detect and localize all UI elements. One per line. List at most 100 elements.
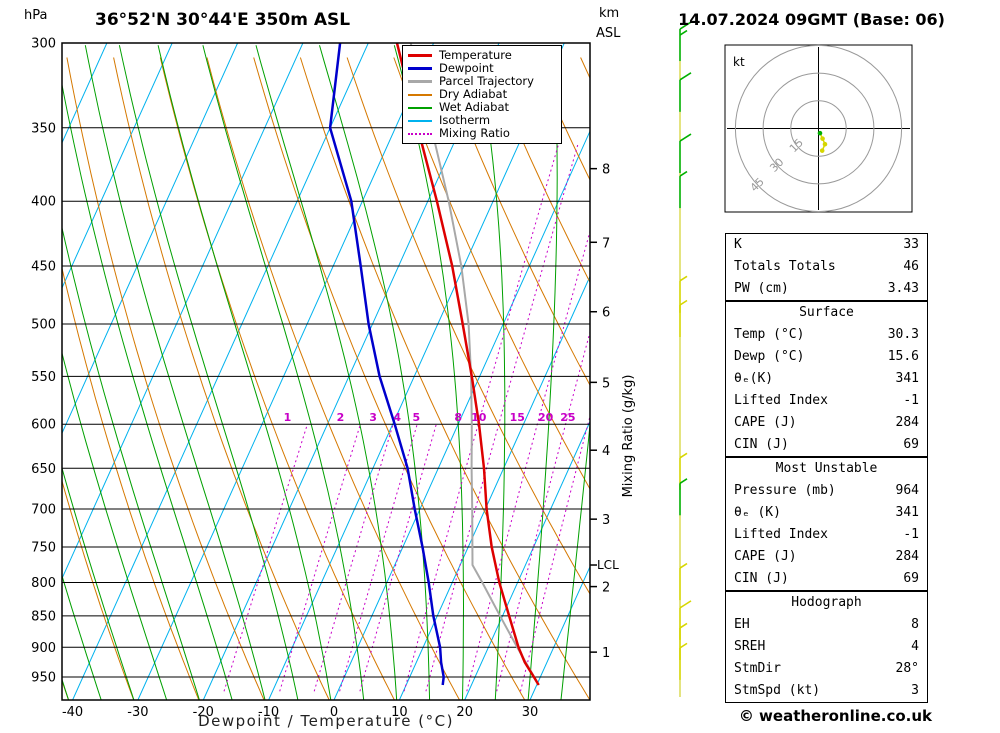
stat-value: 28°: [895, 661, 919, 676]
isotherm-line: [62, 43, 173, 290]
wet-adiabat-line: [560, 419, 590, 700]
legend-swatch: [408, 132, 432, 135]
mixing-ratio-value-label: 8: [454, 411, 462, 424]
legend-item: Dry Adiabat: [408, 88, 556, 101]
wet-adiabat-line: [62, 466, 135, 700]
stat-value: -1: [903, 393, 919, 408]
stat-label: Dewp (°C): [734, 349, 805, 364]
mixing-ratio-axis-label: Mixing Ratio (g/kg): [621, 375, 636, 498]
sounding-profiles: [328, 43, 540, 686]
temp-tick-label: -20: [193, 705, 214, 720]
legend-swatch: [408, 80, 432, 83]
isotherm-line: [464, 420, 590, 700]
hodograph-trace-point: [817, 130, 823, 136]
stat-label: θₑ (K): [734, 505, 781, 520]
legend-label: Mixing Ratio: [439, 126, 510, 140]
stat-row: K 33: [726, 234, 927, 256]
dry-adiabat-line: [299, 57, 590, 700]
dry-adiabat-line: [113, 57, 330, 700]
temp-tick-label: -30: [127, 705, 148, 720]
mixing-ratio-line: [359, 424, 437, 692]
wind-barb-halftick: [679, 299, 688, 306]
stat-row: CAPE (J) 284: [726, 546, 927, 568]
isotherm-line: [202, 43, 500, 700]
stat-row: Totals Totals 46: [726, 256, 927, 278]
x-axis-title: Dewpoint / Temperature (°C): [198, 712, 454, 730]
wind-barb-halftick: [679, 622, 688, 629]
stat-row: CIN (J) 69: [726, 568, 927, 590]
isotherm-line: [398, 275, 590, 700]
mixing-ratio-value-label: 20: [538, 411, 554, 424]
temp-tick-label: -40: [62, 705, 83, 720]
stat-value: 30.3: [887, 327, 919, 342]
stat-value: 46: [903, 259, 919, 274]
stat-value: -1: [903, 527, 919, 542]
asl-axis-label: ASL: [596, 26, 621, 41]
legend-swatch: [408, 93, 432, 96]
pressure-tick-label: 850: [31, 609, 56, 624]
lcl-label: LCL: [597, 558, 619, 572]
temperature-curve: [395, 43, 540, 686]
wind-barb-halftick: [679, 275, 688, 282]
mixing-ratio-line: [496, 330, 590, 692]
mixing-ratio-value-label: 2: [337, 411, 345, 424]
plot-border: [61, 42, 591, 701]
dewpoint-curve: [328, 43, 445, 686]
isotherm-line: [72, 43, 369, 700]
axes: 1 2 3 4 5 8 10 15 20 2530035040045050055060065070…: [31, 37, 610, 721]
dry-adiabat-line: [62, 479, 135, 700]
stat-label: StmDir: [734, 661, 781, 676]
hodograph-ring: [790, 100, 847, 157]
stat-label: θₑ(K): [734, 371, 774, 386]
stat-row: SREH 4: [726, 636, 927, 658]
pressure-tick-label: 650: [31, 462, 56, 477]
stat-value: 69: [903, 437, 919, 452]
km-tick-label: 3: [602, 513, 610, 528]
wet-adiabat-line: [255, 45, 398, 700]
stat-value: 3.43: [887, 281, 919, 296]
dry-adiabat-line: [253, 57, 526, 700]
temp-tick-label: 20: [456, 705, 473, 720]
isotherm-line: [268, 43, 565, 700]
stat-label: Totals Totals: [734, 259, 836, 274]
stat-label: K: [734, 237, 742, 252]
wind-barb-halftick: [679, 562, 688, 569]
mixing-ratio-line: [279, 424, 361, 692]
surface-table-header: Surface: [799, 305, 854, 320]
km-tick-label: 4: [602, 444, 610, 459]
pressure-tick-label: 450: [31, 260, 56, 275]
wet-adiabat-line: [62, 351, 168, 700]
stat-row: Lifted Index -1: [726, 390, 927, 412]
wet-adiabat-line: [319, 45, 431, 700]
stat-row: PW (cm) 3.43: [726, 278, 927, 300]
legend-label: Dewpoint: [439, 61, 494, 75]
km-tick-label: 5: [602, 376, 610, 391]
stat-label: CAPE (J): [734, 415, 797, 430]
legend-item: Dewpoint: [408, 62, 556, 75]
wet-adiabat-line: [527, 45, 558, 700]
mixing-ratio-line: [425, 143, 579, 692]
stat-label: EH: [734, 617, 750, 632]
wind-barb-halftick: [679, 29, 688, 36]
legend-label: Wet Adiabat: [439, 100, 509, 114]
wet-adiabat-line: [475, 45, 506, 700]
wet-adiabat-line: [62, 225, 200, 700]
surface-table: Surface Temp (°C) 30.3 Dewp (°C) 15.6 θₑ(K) 34…: [725, 301, 928, 457]
pressure-tick-label: 950: [31, 671, 56, 686]
stat-value: 964: [895, 483, 919, 498]
legend-item: Wet Adiabat: [408, 101, 556, 114]
wind-barb-tick: [679, 600, 692, 609]
hodograph-table-header: Hodograph: [791, 595, 862, 610]
stat-value: 341: [895, 371, 919, 386]
pressure-tick-label: 550: [31, 370, 56, 385]
legend-swatch: [408, 106, 432, 109]
legend-label: Temperature: [439, 48, 512, 62]
isotherm-line: [333, 129, 590, 700]
km-tick-label: 8: [602, 163, 610, 178]
most-unstable-table: Most Unstable Pressure (mb) 964 θₑ (K) 341 Li…: [725, 457, 928, 591]
dry-adiabat-line: [486, 57, 590, 284]
wind-barb-column: [679, 21, 692, 697]
stat-row: CAPE (J) 284: [726, 412, 927, 434]
stat-value: 341: [895, 505, 919, 520]
